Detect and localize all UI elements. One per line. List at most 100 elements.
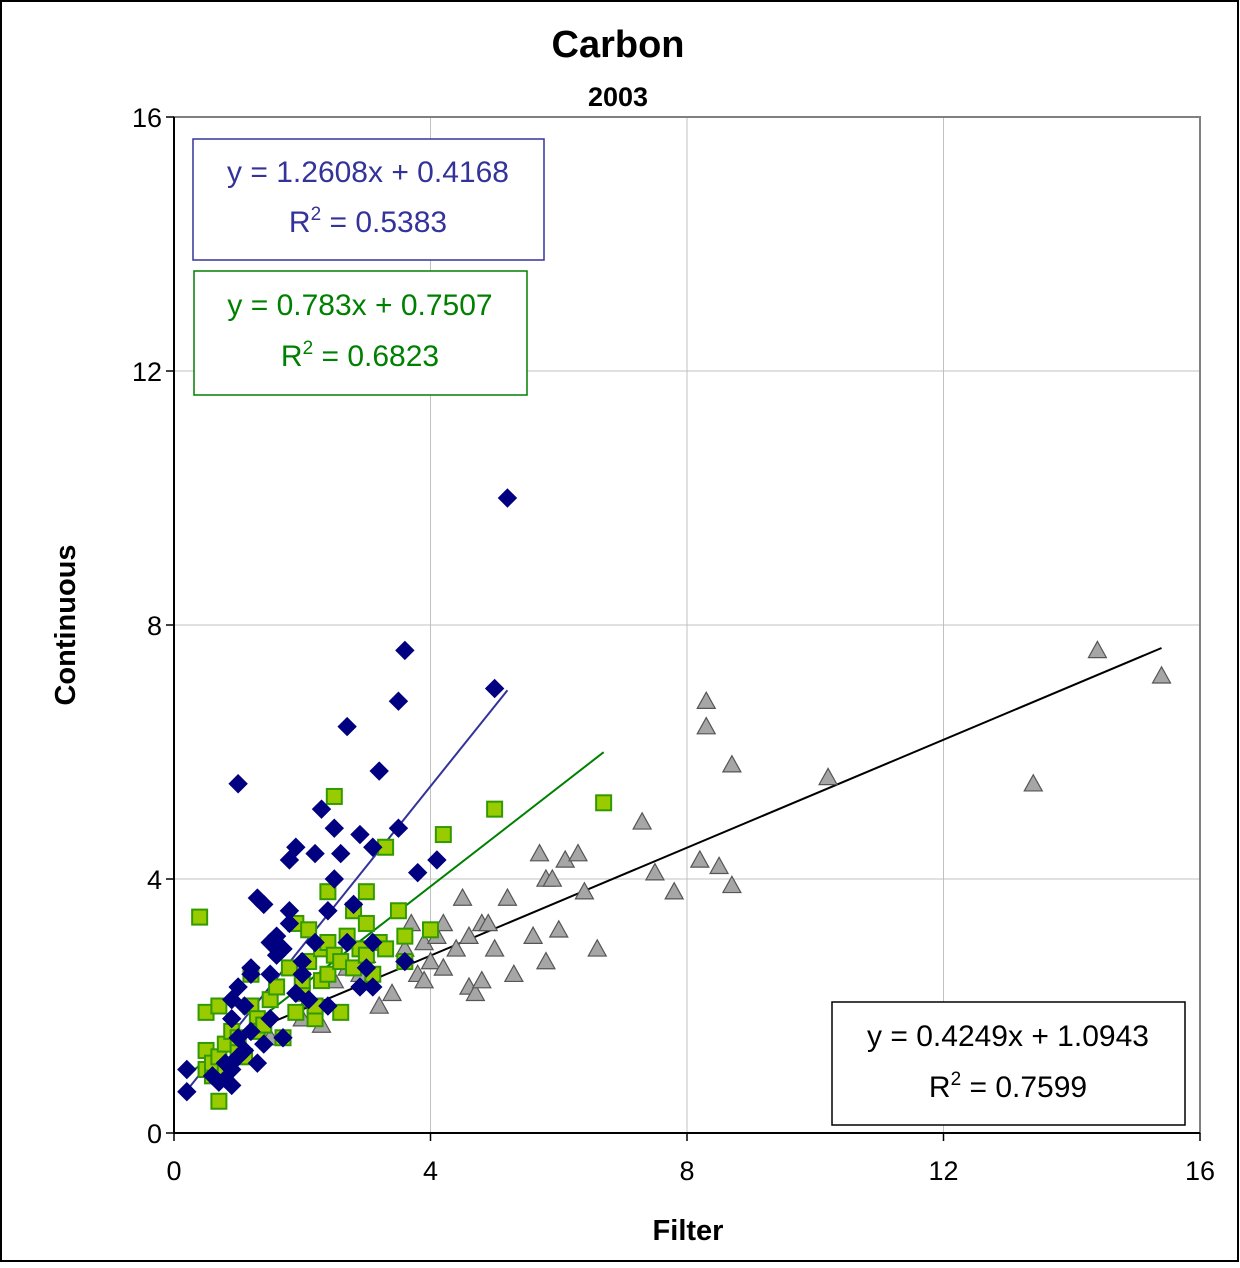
chart-subtitle: 2003 bbox=[588, 82, 648, 112]
diamond-point bbox=[363, 977, 383, 997]
square-point bbox=[377, 940, 395, 958]
triangle-point bbox=[721, 875, 742, 894]
trendline-series-1 bbox=[186, 689, 509, 1092]
diamond-point bbox=[228, 977, 248, 997]
triangle-point bbox=[664, 881, 685, 900]
y-tick-label: 12 bbox=[132, 357, 162, 387]
x-tick-label: 12 bbox=[928, 1156, 958, 1186]
triangle-point bbox=[433, 957, 454, 976]
y-tick-label: 8 bbox=[147, 611, 162, 641]
diamond-point bbox=[395, 640, 415, 661]
triangle-point bbox=[542, 868, 563, 887]
diamond-point bbox=[279, 850, 300, 870]
diamond-point bbox=[407, 862, 428, 883]
triangle-point bbox=[574, 881, 595, 900]
diamond-point bbox=[254, 894, 274, 915]
diamond-point bbox=[363, 932, 383, 953]
triangle-point bbox=[529, 843, 550, 862]
square-point bbox=[396, 927, 414, 945]
square-point bbox=[332, 1003, 350, 1021]
diamond-point bbox=[228, 1028, 248, 1048]
triangle-point bbox=[471, 970, 492, 989]
diamond-point bbox=[497, 488, 518, 508]
diamond-point bbox=[311, 799, 332, 819]
triangle-point bbox=[567, 843, 589, 862]
square-point bbox=[268, 978, 286, 996]
diamond-point bbox=[273, 1028, 293, 1048]
triangle-point bbox=[452, 887, 473, 906]
triangle-point bbox=[382, 983, 403, 1002]
triangle-point bbox=[503, 964, 524, 983]
diamond-point bbox=[286, 983, 306, 1004]
triangle-point bbox=[414, 970, 435, 989]
diamond-point bbox=[247, 1053, 268, 1073]
square-point bbox=[325, 787, 343, 805]
square-point bbox=[191, 908, 209, 926]
square-point bbox=[287, 1003, 305, 1021]
triangle-point bbox=[458, 925, 479, 944]
axes bbox=[166, 116, 1201, 1141]
square-point bbox=[210, 1092, 228, 1110]
diamond-point bbox=[260, 964, 280, 984]
diamond-point bbox=[305, 843, 325, 864]
x-tick-label: 16 bbox=[1185, 1156, 1215, 1186]
x-axis-title: Filter bbox=[653, 1215, 724, 1247]
diamond-point bbox=[350, 977, 370, 997]
square-point bbox=[486, 800, 504, 818]
triangle-point bbox=[818, 767, 839, 786]
equation-box-series-2-frame bbox=[193, 270, 528, 396]
diamond-point bbox=[318, 996, 338, 1016]
diamond-point bbox=[241, 964, 261, 984]
diamond-point bbox=[337, 716, 357, 737]
diamond-point bbox=[337, 932, 357, 953]
diamond-point bbox=[292, 964, 312, 984]
diamond-point bbox=[260, 1008, 280, 1029]
diamond-point bbox=[318, 901, 338, 921]
diamond-point bbox=[305, 932, 325, 953]
triangle-point bbox=[465, 983, 486, 1002]
equation-box-series-1-frame bbox=[192, 138, 545, 261]
diamond-point bbox=[427, 850, 447, 870]
triangle-point bbox=[535, 951, 556, 970]
triangle-point bbox=[446, 938, 467, 957]
triangle-point bbox=[548, 919, 569, 938]
x-tick-label: 0 bbox=[166, 1156, 181, 1186]
diamond-point bbox=[279, 913, 300, 934]
triangle-point bbox=[478, 913, 499, 932]
r2-series-1: R2 = 0.5383 bbox=[289, 204, 447, 239]
diamond-point bbox=[388, 818, 409, 838]
diamond-point bbox=[273, 939, 293, 959]
diamond-point bbox=[228, 774, 248, 794]
y-tick-label: 16 bbox=[132, 103, 162, 133]
tick-labels: 0 4 8 12 16 0 4 8 12 16 bbox=[132, 103, 1215, 1186]
diamond-point bbox=[484, 678, 505, 699]
diamond-point bbox=[292, 951, 312, 972]
diamond-point bbox=[324, 869, 345, 889]
triangle-point bbox=[709, 856, 730, 875]
triangle-point bbox=[523, 925, 544, 944]
diamond-point bbox=[298, 989, 319, 1010]
diamond-point bbox=[395, 951, 415, 972]
square-point bbox=[595, 794, 613, 812]
triangle-point bbox=[497, 887, 518, 906]
triangle-point bbox=[696, 690, 717, 710]
diamond-point bbox=[222, 1008, 242, 1029]
diamond-point bbox=[222, 989, 242, 1010]
r2-series-2: R2 = 0.6823 bbox=[281, 338, 439, 373]
equation-series-3: y = 0.4249x + 1.0943 bbox=[867, 1020, 1149, 1053]
triangle-point bbox=[696, 716, 717, 735]
diamond-point bbox=[388, 691, 409, 711]
diamond-point bbox=[331, 843, 351, 864]
diamond-point bbox=[254, 1034, 274, 1054]
square-point bbox=[319, 883, 337, 901]
square-point bbox=[300, 921, 318, 939]
triangle-point bbox=[1151, 665, 1172, 684]
square-point bbox=[389, 902, 407, 920]
x-tick-label: 4 bbox=[423, 1156, 438, 1186]
square-point bbox=[319, 965, 337, 983]
diamond-point bbox=[234, 1040, 255, 1061]
x-tick-label: 8 bbox=[679, 1156, 694, 1186]
diamond-point bbox=[266, 926, 287, 946]
chart-title: Carbon bbox=[552, 24, 685, 66]
square-point bbox=[210, 997, 228, 1015]
